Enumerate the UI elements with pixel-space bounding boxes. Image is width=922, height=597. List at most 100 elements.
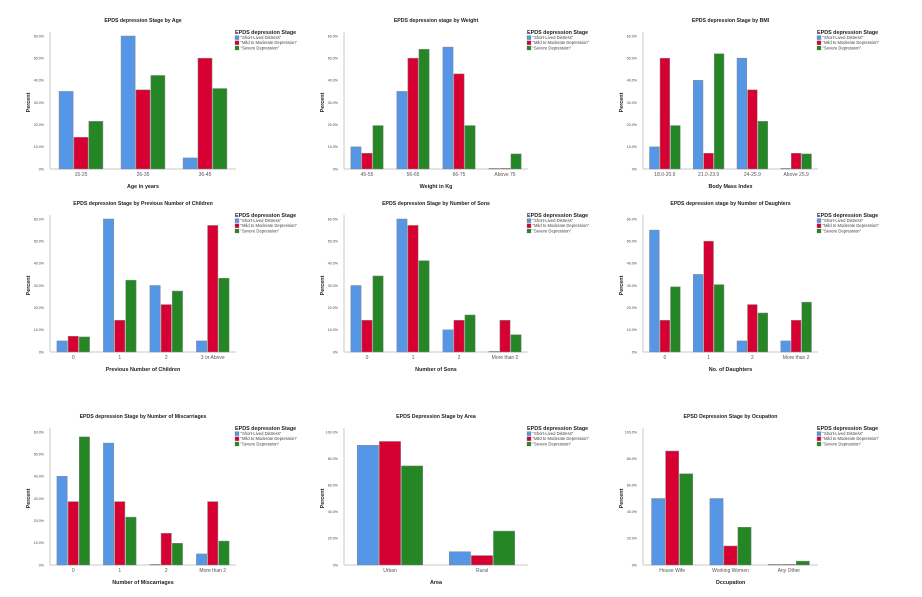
bar <box>723 545 738 566</box>
bar <box>182 157 198 170</box>
x-tick-label: 24-25.9 <box>744 172 761 178</box>
bar <box>493 530 515 566</box>
bar <box>396 91 408 170</box>
legend-swatch <box>526 228 532 234</box>
bar <box>196 340 208 353</box>
legend-swatch <box>816 35 822 40</box>
y-tick-label: 20.0% <box>34 123 45 127</box>
legend-swatch <box>234 35 240 40</box>
y-tick-label: 50.0% <box>627 56 638 60</box>
y-tick-label: 60.0% <box>328 484 339 488</box>
x-axis-label: Area <box>430 580 443 586</box>
legend-item-label: "Severe Depression" <box>241 441 280 446</box>
legend-swatch <box>816 223 822 228</box>
y-tick-label: 40.0% <box>34 475 45 479</box>
x-tick-label: 56-65 <box>407 172 420 178</box>
legend-item-label: "Severe Depression" <box>823 228 862 233</box>
legend-swatch <box>816 228 822 234</box>
legend-swatch <box>526 223 532 228</box>
bar <box>665 450 680 566</box>
chart-title: EPDS depression Stage by Number of Sons <box>382 201 490 207</box>
legend-item-label: "Short-Lived Distress" <box>241 35 282 40</box>
bar <box>659 320 670 353</box>
y-tick-label: 20.0% <box>627 306 638 310</box>
chart-panel: EPSD Depression Stage by Ocupation 0% 20.0… <box>619 414 880 586</box>
y-tick-label: 0% <box>39 167 45 171</box>
bar <box>197 57 213 170</box>
bar <box>212 88 228 170</box>
bar <box>372 275 384 353</box>
bar <box>659 57 670 170</box>
bar <box>418 49 430 170</box>
x-tick-label: 3 or Above <box>201 355 225 361</box>
x-axis-label: Age in years <box>127 184 159 190</box>
y-tick-label: 30.0% <box>34 497 45 501</box>
y-tick-label: 30.0% <box>627 284 638 288</box>
bar <box>114 320 126 353</box>
y-tick-label: 60.0% <box>328 34 339 38</box>
chart-title: EPDS depression stage by Weight <box>394 18 479 24</box>
y-tick-label: 40.0% <box>328 510 339 514</box>
bar <box>747 89 758 170</box>
bar <box>649 146 660 170</box>
chart-panel: EPDS depression Stage by Previous Number… <box>26 201 298 373</box>
chart-panel: EPDS depression Stage by Number of Sons 0… <box>320 201 590 373</box>
y-tick-label: 60.0% <box>627 217 638 221</box>
y-tick-label: 0% <box>632 563 638 567</box>
x-axis-label: No. of Daughters <box>709 367 752 373</box>
y-axis-label: Percent <box>26 92 32 112</box>
legend-swatch <box>526 441 532 447</box>
chart-panel: EPDS depression stage by Number of Daugh… <box>619 201 880 373</box>
legend-item-label: "Mild to Moderate Depression" <box>823 223 880 228</box>
legend: EPDS depression Stage"Short-Lived Distre… <box>526 213 590 234</box>
legend-swatch <box>234 223 240 228</box>
legend-item-label: "Short-Lived Distress" <box>823 431 864 436</box>
bar <box>736 57 747 170</box>
x-axis-label: Previous Number of Children <box>106 367 181 373</box>
bar <box>207 225 219 353</box>
bar <box>361 320 373 353</box>
y-tick-label: 20.0% <box>627 537 638 541</box>
bar <box>58 91 74 170</box>
bar <box>442 46 454 170</box>
bar <box>196 553 208 566</box>
bar <box>103 442 115 566</box>
x-tick-label: 66-75 <box>453 172 466 178</box>
y-tick-label: 20.0% <box>627 123 638 127</box>
y-axis-label: Percent <box>619 488 625 508</box>
y-tick-label: 0% <box>333 167 339 171</box>
bar <box>670 125 681 170</box>
legend-swatch <box>816 441 822 447</box>
bar <box>67 501 79 566</box>
legend: EPDS depression Stage"Short-Lived Distre… <box>234 213 298 233</box>
x-tick-label: Urban <box>383 568 397 574</box>
legend-title: EPDS depression Stage <box>817 213 878 219</box>
bar <box>56 340 68 353</box>
y-tick-label: 20.0% <box>328 306 339 310</box>
bar <box>218 540 230 566</box>
legend-item-label: "Short-Lived Distress" <box>241 431 282 436</box>
legend-swatch <box>234 436 240 441</box>
y-tick-label: 20.0% <box>328 537 339 541</box>
chart-title: EPDS depression Stage by Number of Misca… <box>80 414 207 420</box>
x-axis-label: Weight in Kg <box>420 184 453 190</box>
bar <box>357 445 379 566</box>
x-tick-label: 21.0-23.9 <box>698 172 719 178</box>
x-tick-label: 26-35 <box>137 172 150 178</box>
bar <box>499 320 511 353</box>
legend-item-label: "Mild to Moderate Depression" <box>241 40 298 45</box>
y-tick-label: 10.0% <box>328 145 339 149</box>
bar <box>757 121 768 170</box>
bar <box>379 441 401 566</box>
bar <box>418 260 430 353</box>
x-tick-label: 0 <box>72 355 75 361</box>
bar <box>781 564 796 566</box>
legend-swatch <box>526 431 532 436</box>
legend-item-label: "Severe Depression" <box>533 441 572 446</box>
chart-title: EPDS depression Stage by Previous Number… <box>73 201 213 207</box>
legend-item-label: "Severe Depression" <box>533 228 572 233</box>
bar <box>88 121 104 170</box>
legend-item-label: "Severe Depression" <box>241 228 280 233</box>
x-axis-label: Number of Miscarriages <box>112 580 173 586</box>
bar <box>651 498 666 566</box>
